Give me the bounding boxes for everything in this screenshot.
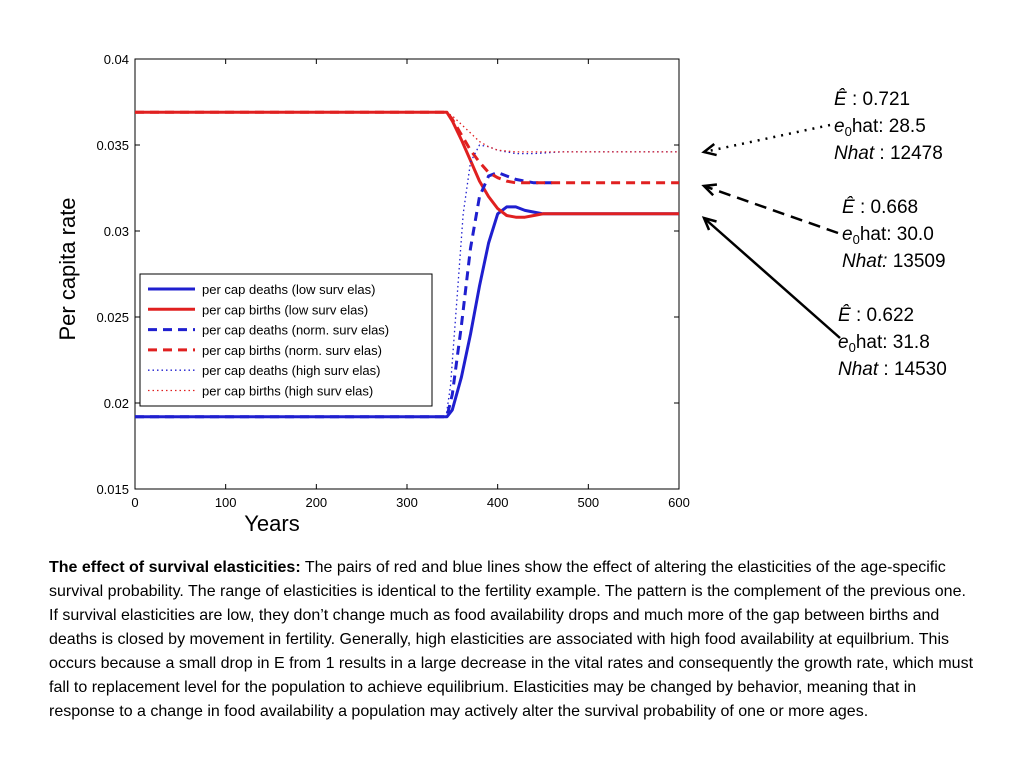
series-line-2 <box>135 171 553 419</box>
legend-label-3: per cap births (norm. surv elas) <box>202 343 382 358</box>
x-tick-label: 100 <box>215 495 237 510</box>
legend-label-5: per cap births (high surv elas) <box>202 384 373 399</box>
series-line-4 <box>135 144 679 418</box>
x-tick-label: 0 <box>131 495 138 510</box>
caption-heading: The effect of survival elasticities: <box>49 559 301 576</box>
legend-label-1: per cap births (low surv elas) <box>202 302 368 317</box>
y-tick-label: 0.04 <box>104 52 129 67</box>
chart: 0 100 200 300 400 500 600 0.015 0.02 0.025 0.03 0.0… <box>55 52 841 536</box>
y-tick-label: 0.025 <box>96 310 129 325</box>
annotation-arrow-line-1 <box>703 184 839 235</box>
x-tick-label: 400 <box>487 495 509 510</box>
annotation-norm: Ê : 0.668 e0hat: 30.0 Nhat: 13509 <box>842 197 946 272</box>
annotation-arrow-head-0 <box>701 143 717 157</box>
annotation-high: Ê : 0.721 e0hat: 28.5 Nhat : 12478 <box>834 89 943 164</box>
legend-label-2: per cap deaths (norm. surv elas) <box>202 323 389 338</box>
y-tick-label: 0.03 <box>104 224 129 239</box>
annotation-arrow-head-2 <box>701 216 717 231</box>
caption-body: The pairs of red and blue lines show the… <box>49 559 974 720</box>
y-tick-label: 0.015 <box>96 482 129 497</box>
annotation-arrow-head-1 <box>701 183 718 197</box>
legend-label-4: per cap deaths (high surv elas) <box>202 363 380 378</box>
x-tick-label: 600 <box>668 495 690 510</box>
x-tick-label: 500 <box>577 495 599 510</box>
annotation-arrow-line-2 <box>703 217 841 339</box>
legend-label-0: per cap deaths (low surv elas) <box>202 282 375 297</box>
series-line-3 <box>135 110 679 185</box>
y-axis-label: Per capita rate <box>55 197 80 340</box>
x-tick-label: 300 <box>396 495 418 510</box>
annotation-low: Ê : 0.622 e0hat: 31.8 Nhat : 14530 <box>838 305 947 380</box>
figure-caption: The effect of survival elasticities: The… <box>49 556 979 724</box>
annotation-arrow-line-0 <box>703 123 831 154</box>
x-axis-label: Years <box>244 511 299 536</box>
x-tick-label: 200 <box>305 495 327 510</box>
y-tick-label: 0.02 <box>104 396 129 411</box>
series-line-5 <box>135 111 679 153</box>
legend-box <box>139 273 433 407</box>
series-line-1 <box>135 110 679 219</box>
y-tick-label: 0.035 <box>96 138 129 153</box>
